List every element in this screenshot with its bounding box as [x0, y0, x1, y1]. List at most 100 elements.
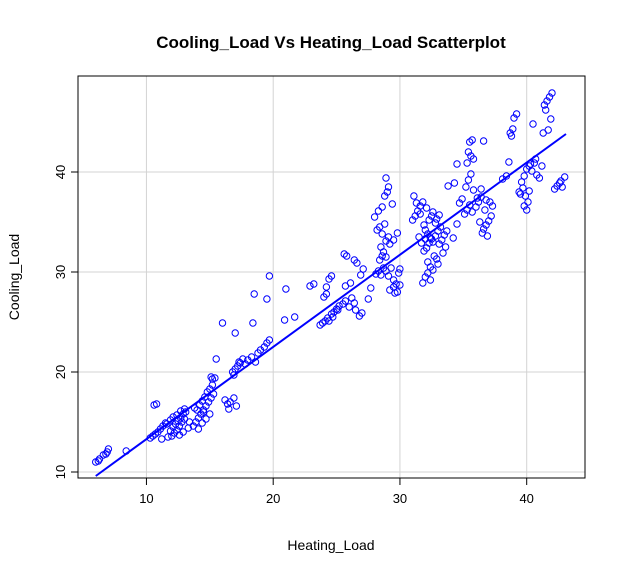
- data-point: [341, 297, 350, 305]
- data-point: [510, 114, 518, 122]
- data-point: [353, 259, 361, 267]
- data-point: [316, 321, 324, 329]
- data-point: [391, 289, 399, 297]
- data-point: [453, 220, 461, 228]
- data-point: [322, 290, 331, 298]
- data-point: [505, 158, 513, 166]
- data-point: [455, 199, 464, 207]
- data-point: [335, 302, 343, 310]
- data-point: [421, 226, 429, 234]
- data-point: [225, 405, 233, 413]
- data-point: [509, 125, 517, 133]
- data-point: [260, 343, 268, 351]
- data-point: [158, 435, 166, 443]
- data-point: [378, 230, 386, 238]
- data-point: [265, 336, 274, 344]
- data-point: [94, 457, 103, 465]
- data-point: [441, 243, 450, 251]
- data-point: [433, 255, 441, 263]
- y-axis-label: Cooling_Load: [6, 234, 22, 320]
- data-point: [425, 216, 433, 224]
- data-point: [334, 306, 342, 314]
- data-point: [520, 172, 528, 180]
- data-point: [263, 295, 271, 303]
- data-point: [265, 272, 274, 280]
- data-point: [479, 137, 488, 145]
- data-point: [377, 271, 385, 279]
- data-point: [218, 319, 227, 327]
- data-point: [548, 89, 556, 97]
- data-point: [486, 198, 494, 206]
- data-point: [424, 269, 432, 277]
- y-tick-label: 30: [53, 265, 68, 279]
- data-point: [389, 276, 398, 284]
- data-point: [351, 306, 360, 314]
- data-point: [102, 450, 110, 458]
- data-point: [223, 400, 232, 408]
- data-point: [557, 177, 565, 185]
- data-point: [450, 179, 459, 187]
- data-point: [395, 269, 403, 277]
- data-point: [435, 240, 443, 248]
- data-point: [250, 290, 258, 298]
- data-point: [460, 210, 469, 218]
- data-point: [381, 192, 389, 200]
- data-point: [507, 132, 516, 140]
- data-point: [358, 309, 366, 317]
- data-point: [291, 313, 299, 321]
- data-point: [528, 167, 536, 175]
- x-tick-label: 30: [393, 491, 407, 506]
- data-point: [477, 185, 485, 193]
- data-point: [163, 420, 171, 428]
- data-point: [231, 329, 239, 337]
- data-point: [555, 179, 564, 187]
- data-point: [230, 371, 238, 379]
- data-point: [476, 218, 484, 226]
- data-point: [381, 220, 389, 228]
- data-point: [378, 252, 386, 260]
- data-point: [384, 272, 393, 280]
- data-point: [523, 206, 531, 214]
- data-point: [325, 317, 333, 325]
- y-tick-label: 20: [53, 365, 68, 379]
- data-point: [468, 136, 476, 144]
- data-point: [408, 216, 417, 224]
- data-point: [561, 173, 569, 181]
- data-point: [221, 396, 229, 404]
- data-point: [230, 394, 238, 402]
- data-point: [194, 414, 203, 422]
- data-point: [350, 299, 358, 307]
- data-point: [152, 400, 161, 408]
- data-point: [422, 204, 431, 212]
- data-point: [538, 162, 546, 170]
- data-point: [469, 186, 478, 194]
- data-point: [387, 264, 395, 272]
- data-point: [517, 178, 526, 186]
- data-point: [382, 174, 390, 182]
- data-point: [327, 272, 336, 280]
- data-point: [389, 236, 398, 244]
- data-point: [175, 422, 184, 430]
- data-point: [545, 93, 554, 101]
- data-point: [410, 192, 418, 200]
- y-tick-label: 10: [53, 465, 68, 479]
- data-point: [458, 195, 466, 203]
- data-point: [535, 174, 544, 182]
- data-point: [211, 374, 219, 382]
- data-point: [481, 206, 489, 214]
- data-point: [194, 425, 203, 433]
- data-point: [524, 198, 532, 206]
- data-point: [364, 295, 372, 303]
- data-point: [357, 271, 365, 279]
- data-point: [95, 455, 104, 463]
- data-point: [419, 279, 427, 287]
- data-point: [440, 231, 448, 239]
- data-points: [92, 89, 569, 466]
- data-point: [376, 256, 384, 264]
- x-axis-label: Heating_Load: [287, 537, 374, 553]
- data-point: [434, 260, 442, 268]
- data-point: [466, 138, 474, 146]
- data-point: [306, 282, 314, 290]
- data-point: [280, 316, 289, 324]
